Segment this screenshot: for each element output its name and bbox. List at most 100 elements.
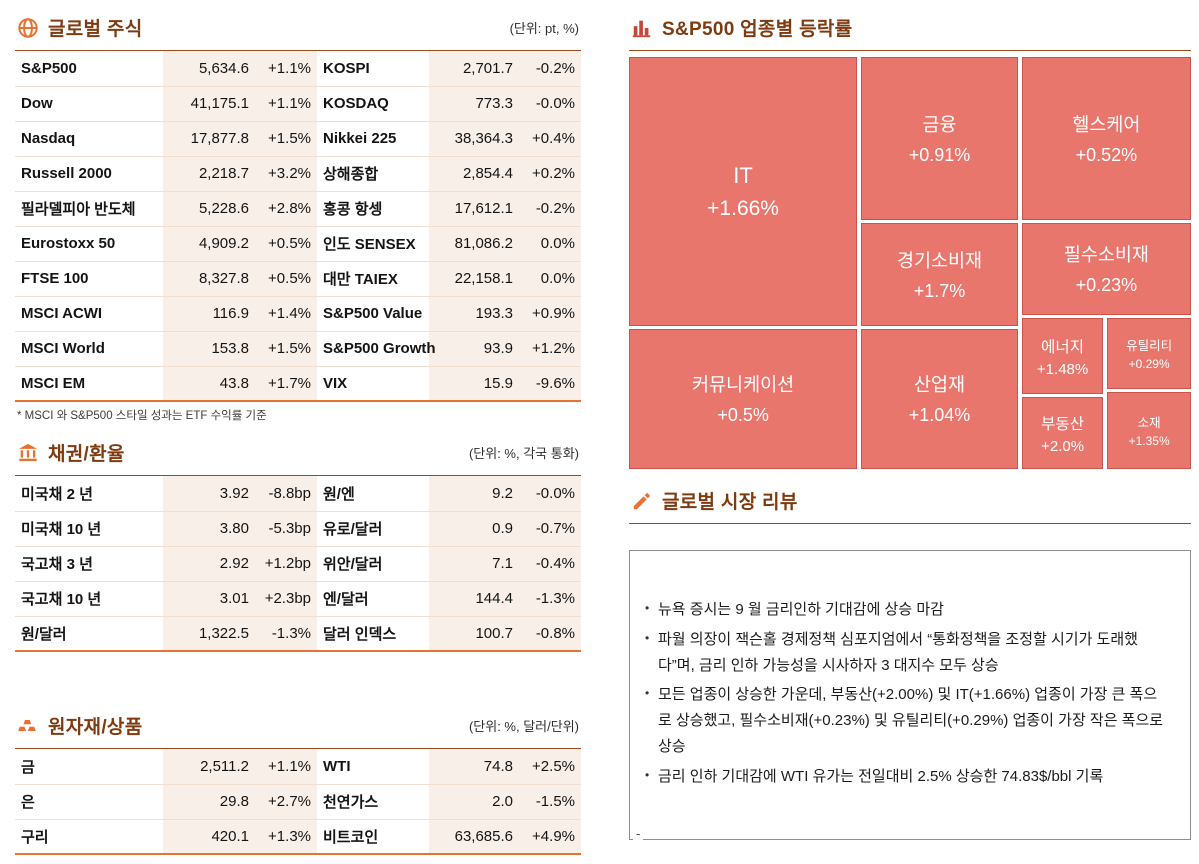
instrument-value: 9.2 [429, 476, 519, 512]
section-global-stocks: 글로벌 주식 (단위: pt, %) S&P500 5,634.6 +1.1% KOS… [15, 10, 581, 423]
instrument-name: FTSE 100 [15, 261, 163, 297]
sector-tile-financials: 금융 +0.91% [861, 57, 1018, 221]
instrument-change: +1.4% [255, 296, 317, 332]
instrument-name: WTI [317, 749, 429, 785]
instrument-value: 7.1 [429, 546, 519, 582]
instrument-change: +0.5% [255, 226, 317, 262]
instrument-change: +1.1% [255, 749, 317, 785]
table-row: MSCI ACWI 116.9 +1.4% S&P500 Value 193.3 +0.9… [15, 296, 581, 332]
footer-dash: - [633, 826, 644, 841]
instrument-value: 15.9 [429, 366, 519, 401]
instrument-name: S&P500 Growth [317, 331, 436, 367]
instrument-name: 위안/달러 [317, 546, 429, 582]
section-bonds-fx: 채권/환율 (단위: %, 각국 통화) 미국채 2 년 3.92 -8.8bp 원/… [15, 435, 581, 652]
table-row: Dow 41,175.1 +1.1% KOSDAQ 773.3 -0.0% [15, 86, 581, 122]
instrument-change: +1.2% [519, 331, 581, 367]
sector-change: +0.52% [1075, 145, 1138, 166]
instrument-name: 미국채 10 년 [15, 511, 163, 547]
sector-change: +1.7% [913, 281, 966, 302]
market-review-box: 뉴욕 증시는 9 월 금리인하 기대감에 상승 마감파월 의장이 잭슨홀 경제정… [629, 550, 1191, 841]
table-row: 구리 420.1 +1.3% 비트코인 63,685.6 +4.9% [15, 819, 581, 854]
right-column: S&P500 업종별 등락률 IT +1.66% 금융 +0.91% 헬스케어 +0.52… [629, 10, 1191, 855]
instrument-name: 국고채 10 년 [15, 581, 163, 617]
table-row: 미국채 2 년 3.92 -8.8bp 원/엔 9.2 -0.0% [15, 476, 581, 512]
instrument-name: Russell 2000 [15, 156, 163, 192]
instrument-change: -0.7% [519, 511, 581, 547]
table-row: 미국채 10 년 3.80 -5.3bp 유로/달러 0.9 -0.7% [15, 511, 581, 547]
sector-change: +1.35% [1128, 434, 1170, 449]
instrument-name: MSCI World [15, 331, 163, 367]
table-row: MSCI World 153.8 +1.5% S&P500 Growth 93.9 +1.… [15, 331, 581, 367]
sector-tile-cons-staples: 필수소비재 +0.23% [1021, 223, 1191, 315]
bank-icon [17, 442, 39, 464]
section-commodities: 원자재/상품 (단위: %, 달러/단위) 금 2,511.2 +1.1% WTI 74… [15, 708, 581, 855]
instrument-name: 엔/달러 [317, 581, 429, 617]
instrument-value: 773.3 [429, 86, 519, 122]
instrument-value: 153.8 [163, 331, 255, 367]
section-title: S&P500 업종별 등락률 [662, 19, 853, 40]
instrument-value: 2,701.7 [429, 51, 519, 87]
instrument-name: Nasdaq [15, 121, 163, 157]
instrument-change: +1.1% [255, 86, 317, 122]
review-bullet: 뉴욕 증시는 9 월 금리인하 기대감에 상승 마감 [644, 597, 1170, 623]
globe-icon [17, 17, 39, 39]
sector-tile-healthcare: 헬스케어 +0.52% [1021, 57, 1191, 221]
sector-name: 산업재 [913, 374, 966, 396]
instrument-change: +2.7% [255, 784, 317, 820]
sector-change: +0.23% [1075, 275, 1138, 296]
sector-treemap: IT +1.66% 금융 +0.91% 헬스케어 +0.52% 경기소비재 +1.7% 필수소비… [629, 57, 1191, 469]
table-footnote: * MSCI 와 S&P500 스타일 성과는 ETF 수익률 기준 [17, 410, 267, 422]
sector-change: +1.04% [908, 405, 971, 426]
instrument-value: 1,322.5 [163, 616, 255, 651]
table-row: 원/달러 1,322.5 -1.3% 달러 인덱스 100.7 -0.8% [15, 616, 581, 651]
pencil-icon [631, 490, 653, 512]
instrument-value: 93.9 [429, 331, 519, 367]
instrument-name: 구리 [21, 828, 49, 846]
sector-name: IT [733, 162, 753, 188]
instrument-name: 원/달러 [21, 625, 67, 643]
instrument-name: 비트코인 [323, 828, 379, 846]
instrument-value: 2,218.7 [163, 156, 255, 192]
section-market-review: 글로벌 시장 리뷰 뉴욕 증시는 9 월 금리인하 기대감에 상승 마감파월 의… [629, 483, 1191, 841]
sector-change: +1.66% [707, 196, 779, 220]
section-title: 글로벌 주식 [48, 19, 143, 40]
instrument-change: +0.5% [255, 261, 317, 297]
instrument-change: -1.3% [519, 581, 581, 617]
instrument-change: 0.0% [519, 261, 581, 297]
instrument-name: 홍콩 항셍 [317, 191, 429, 227]
instrument-change: +2.5% [519, 749, 581, 785]
table-row: Nasdaq 17,877.8 +1.5% Nikkei 225 38,364.3 +0.… [15, 121, 581, 157]
instrument-value: 17,612.1 [429, 191, 519, 227]
table-row: 국고채 3 년 2.92 +1.2bp 위안/달러 7.1 -0.4% [15, 546, 581, 582]
instrument-name: Eurostoxx 50 [15, 226, 163, 262]
instrument-value: 100.7 [429, 616, 519, 651]
instrument-name: 금 [15, 749, 163, 785]
table-row: 필라델피아 반도체 5,228.6 +2.8% 홍콩 항셍 17,612.1 -0.2% [15, 191, 581, 227]
instrument-change: -9.6% [519, 366, 581, 401]
table-row: 은 29.8 +2.7% 천연가스 2.0 -1.5% [15, 784, 581, 820]
sector-tile-utilities: 유틸리티 +0.29% [1107, 317, 1191, 389]
commodities-header: 원자재/상품 (단위: %, 달러/단위) [15, 708, 581, 749]
review-bullet: 파월 의장이 잭슨홀 경제정책 심포지엄에서 “통화정책을 조정할 시기가 도래… [644, 627, 1170, 679]
bar-chart-icon [631, 17, 653, 39]
instrument-change: -5.3bp [255, 511, 317, 547]
sector-name: 경기소비재 [896, 250, 983, 272]
instrument-change: +1.1% [255, 51, 317, 87]
instrument-change: +3.2% [255, 156, 317, 192]
instrument-name: Nikkei 225 [317, 121, 429, 157]
section-title: 글로벌 시장 리뷰 [662, 492, 798, 513]
review-list: 뉴욕 증시는 9 월 금리인하 기대감에 상승 마감파월 의장이 잭슨홀 경제정… [644, 597, 1170, 790]
instrument-value: 41,175.1 [163, 86, 255, 122]
sector-name: 금융 [922, 114, 957, 136]
sector-tile-materials: 소재 +1.35% [1107, 391, 1191, 469]
instrument-change: +1.7% [255, 366, 317, 401]
instrument-name: MSCI EM [21, 374, 86, 392]
table-row: 금 2,511.2 +1.1% WTI 74.8 +2.5% [15, 749, 581, 785]
instrument-change: -0.8% [519, 616, 581, 651]
instrument-change: -8.8bp [255, 476, 317, 512]
instrument-change: -0.4% [519, 546, 581, 582]
instrument-change: -0.2% [519, 51, 581, 87]
instrument-value: 2,854.4 [429, 156, 519, 192]
instrument-name: 인도 SENSEX [317, 226, 429, 262]
section-title: 원자재/상품 [48, 717, 143, 738]
